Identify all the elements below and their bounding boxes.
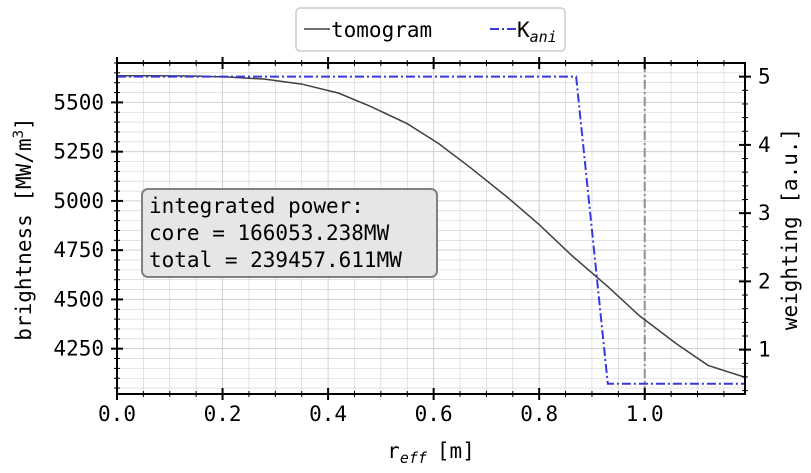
x-tick-label: 0.4: [309, 402, 347, 426]
annotation-line-1: integrated power:: [149, 194, 364, 218]
y-left-tick-label: 4250: [53, 337, 104, 361]
y-left-tick-label: 4500: [53, 287, 104, 311]
series-line-kani: [117, 75, 745, 385]
y-axis-left-label-main: brightness [MW/m: [12, 138, 36, 340]
annotation-background: [141, 188, 438, 278]
annotation-box: integrated power: core = 166053.238MW to…: [141, 188, 438, 278]
y-right-tick-label: 3: [758, 201, 771, 225]
y-right-tick-label: 5: [758, 65, 771, 89]
legend: tomogram Kani: [295, 7, 566, 52]
y-left-tick-label: 4750: [53, 238, 104, 262]
y-right-tick-label: 2: [758, 269, 771, 293]
y-left-tick-label: 5000: [53, 189, 104, 213]
annotation-line-2: core = 166053.238MW: [149, 221, 390, 245]
y-left-tick-label: 5500: [53, 90, 104, 114]
legend-frame: [295, 7, 566, 52]
annotation-line-3: total = 239457.611MW: [149, 248, 402, 272]
x-axis-label-main: r: [387, 439, 400, 463]
x-axis-label-sub: eff: [400, 449, 428, 467]
x-tick-label: 0.6: [415, 402, 453, 426]
x-axis-label: reff [m]: [387, 439, 475, 467]
x-tick-label: 0.0: [98, 402, 136, 426]
x-tick-label: 1.0: [626, 402, 664, 426]
y-right-tick-label: 1: [758, 338, 771, 362]
y-axis-left-label-sup: 3: [11, 130, 27, 138]
y-axis-left-label-end: ]: [12, 117, 36, 130]
y-right-tick-label: 4: [758, 133, 771, 157]
y-left-tick-label: 5250: [53, 140, 104, 164]
legend-label-kani-main: K: [517, 18, 530, 42]
x-axis-label-unit: [m]: [437, 439, 475, 463]
ticks: 0.0 0.2 0.4 0.6 0.8 1.04250450047505000525055…: [53, 57, 771, 426]
y-axis-right-label: weighting [a.u.]: [778, 128, 802, 330]
x-tick-label: 0.2: [204, 402, 242, 426]
y-axis-left-label: brightness [MW/m3]: [11, 117, 36, 340]
legend-label-kani: Kani: [517, 18, 557, 46]
legend-label-kani-sub: ani: [530, 28, 557, 46]
plot-frame: [116, 62, 746, 395]
legend-label-tomogram: tomogram: [331, 18, 432, 42]
x-tick-label: 0.8: [520, 402, 558, 426]
series-layer: [117, 75, 746, 385]
